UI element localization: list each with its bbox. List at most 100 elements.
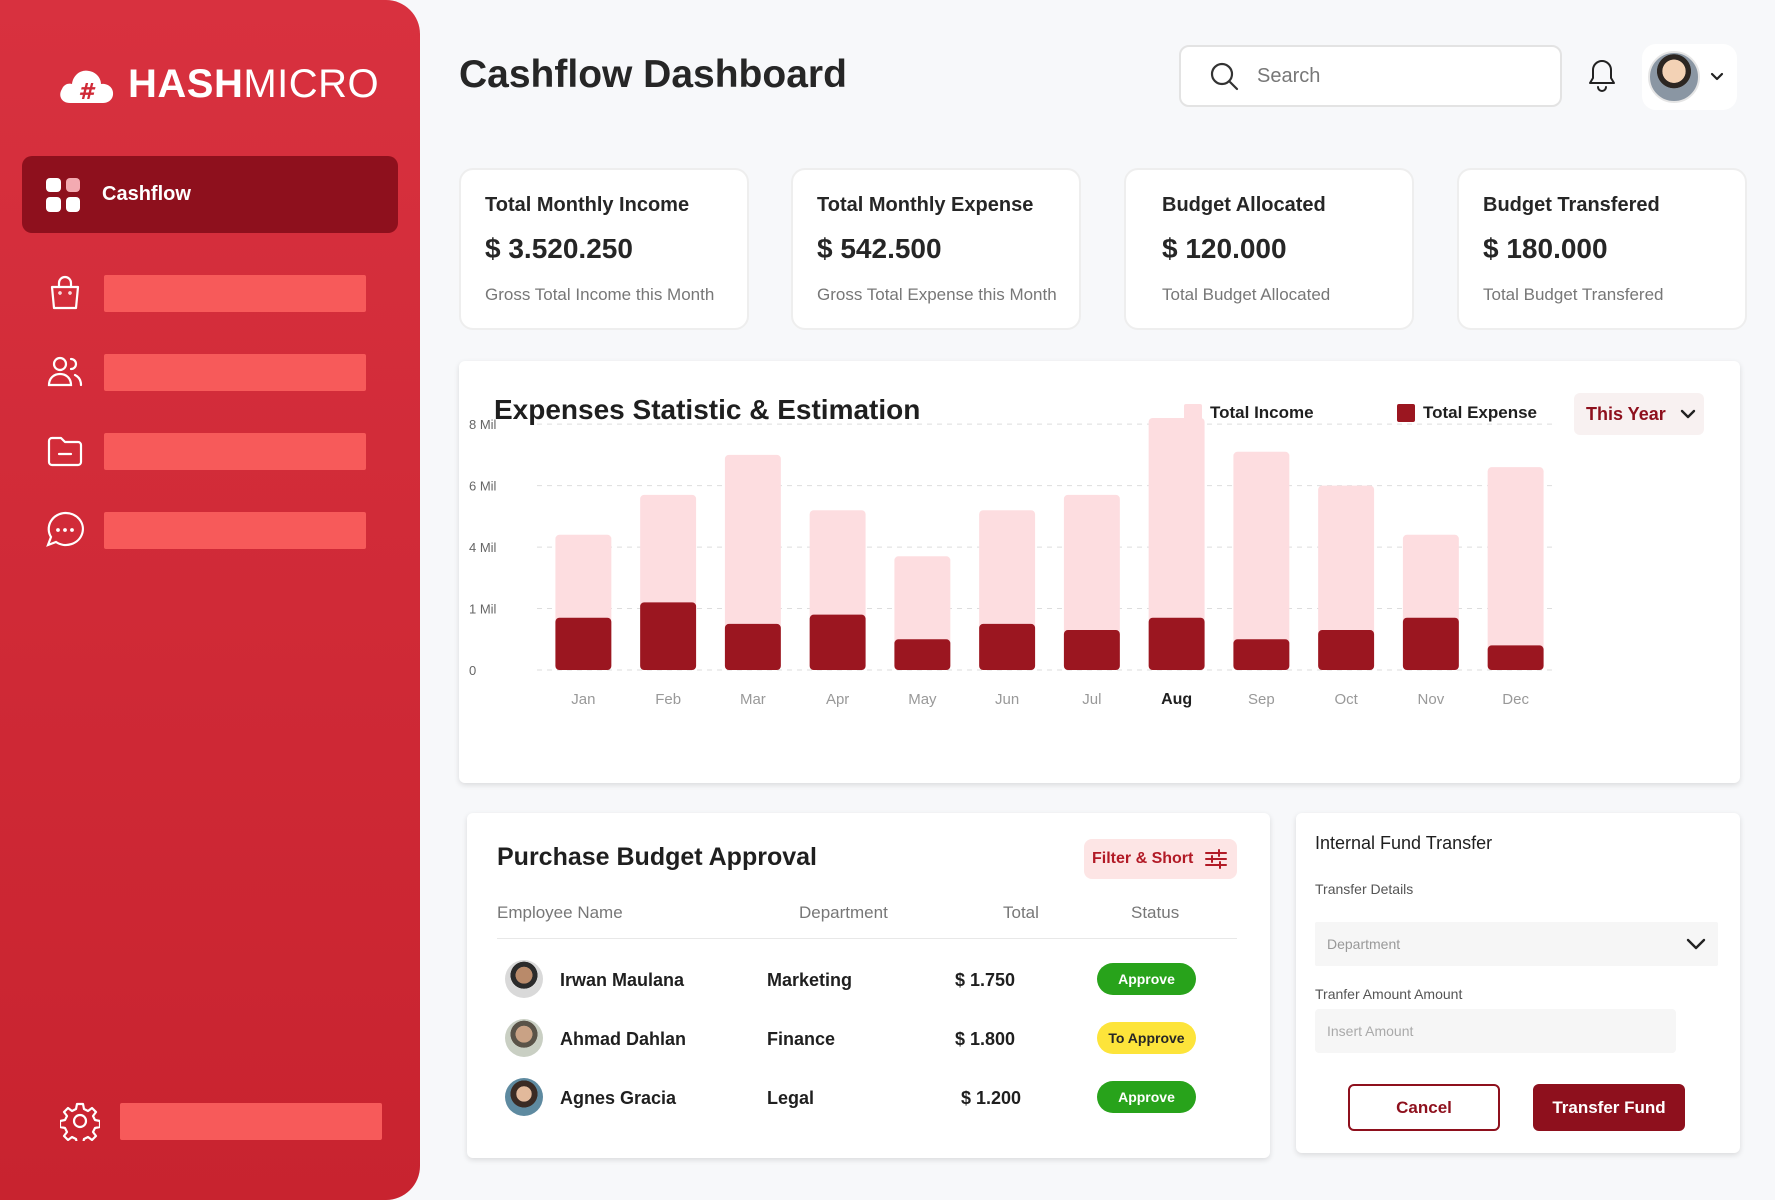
y-tick-label: 1 Mil: [469, 602, 497, 617]
employee-name: Irwan Maulana: [560, 970, 685, 990]
cancel-button[interactable]: Cancel: [1348, 1084, 1500, 1131]
income-bar: [724, 454, 781, 670]
x-tick-label: Jun: [995, 691, 1019, 708]
status-badge[interactable]: To Approve: [1097, 1022, 1196, 1054]
expense-bar: [809, 614, 866, 670]
stat-card-income: Total Monthly Income $ 3.520.250 Gross T…: [459, 168, 749, 330]
chevron-down-icon: [1686, 938, 1706, 950]
sidebar-item-placeholder-bar: [104, 353, 366, 391]
amount-input[interactable]: [1315, 1009, 1676, 1053]
department-select[interactable]: Department: [1315, 922, 1718, 966]
avatar: [505, 1019, 543, 1057]
employee-name: Agnes Gracia: [560, 1088, 677, 1108]
legend-swatch-expense: [1397, 404, 1415, 422]
gear-icon: [58, 1102, 102, 1146]
sidebar-item-placeholder-bar: [120, 1103, 382, 1140]
column-header-employee: Employee Name: [497, 903, 623, 922]
brand-logo[interactable]: # HASHMICRO: [58, 62, 379, 107]
x-tick-label: Feb: [655, 691, 681, 708]
x-tick-label: Jul: [1082, 691, 1101, 708]
expense-bar: [724, 623, 781, 670]
x-tick-label: Oct: [1334, 691, 1358, 708]
x-tick-label: Jan: [571, 691, 595, 708]
chevron-down-icon: [1680, 409, 1695, 419]
svg-text:#: #: [78, 80, 96, 105]
amount-label: Tranfer Amount Amount: [1315, 986, 1463, 1002]
sidebar-item-users[interactable]: [44, 352, 374, 392]
sidebar-item-placeholder-bar: [104, 274, 366, 312]
folder-icon: [47, 436, 83, 467]
column-header-total: Total: [1003, 903, 1039, 922]
sidebar-item-folder[interactable]: [44, 431, 374, 471]
employee-total: $ 1.800: [955, 1029, 1016, 1049]
table-row[interactable]: Ahmad Dahlan Finance $ 1.800 To Approve: [505, 1019, 1245, 1059]
transfer-fund-button[interactable]: Transfer Fund: [1533, 1084, 1685, 1131]
x-tick-label: Mar: [740, 691, 766, 708]
shopping-bag-icon: [50, 275, 80, 310]
chevron-down-icon: [1710, 72, 1724, 81]
x-tick-label: Nov: [1418, 691, 1445, 708]
dashboard-grid-icon: [46, 177, 80, 212]
notification-bell-icon[interactable]: [1586, 58, 1618, 94]
expenses-chart-card: Expenses Statistic & Estimation Total In…: [459, 361, 1740, 783]
sidebar-item-label: Cashflow: [102, 183, 191, 205]
sidebar-item-cashflow[interactable]: Cashflow: [22, 156, 398, 233]
x-tick-label: Sep: [1248, 691, 1275, 708]
section-title: Internal Fund Transfer: [1315, 833, 1493, 853]
stat-value: $ 542.500: [817, 233, 942, 264]
stat-value: $ 3.520.250: [485, 233, 633, 264]
expense-bar: [1233, 639, 1290, 670]
user-profile-menu[interactable]: [1642, 44, 1737, 110]
legend-expense: Total Expense: [1397, 403, 1537, 423]
status-badge[interactable]: Approve: [1097, 1081, 1196, 1113]
stat-value: $ 180.000: [1483, 233, 1608, 264]
employee-total: $ 1.200: [961, 1088, 1022, 1108]
section-title: Purchase Budget Approval: [497, 843, 817, 871]
y-tick-label: 0: [469, 663, 476, 678]
x-tick-label: Aug: [1161, 691, 1192, 708]
employee-department: Marketing: [767, 970, 853, 990]
legend-label: Total Income: [1210, 403, 1314, 422]
internal-fund-transfer: Internal Fund Transfer Transfer Details …: [1296, 813, 1740, 1153]
chart-title: Expenses Statistic & Estimation: [494, 394, 921, 425]
y-tick-label: 6 Mil: [469, 479, 497, 494]
expense-bar: [1063, 630, 1120, 670]
department-placeholder: Department: [1327, 936, 1401, 952]
chat-bubble-icon: [46, 511, 84, 547]
period-value: This Year: [1586, 403, 1666, 424]
stat-card-budget-transfered: Budget Transfered $ 180.000 Total Budget…: [1457, 168, 1747, 330]
stat-subtitle: Gross Total Income this Month: [485, 285, 715, 304]
income-bar: [1318, 485, 1375, 670]
sidebar-item-settings[interactable]: [58, 1101, 390, 1146]
expense-bar: [1318, 630, 1375, 670]
brand-name: HASHMICRO: [128, 62, 380, 106]
table-row[interactable]: Agnes Gracia Legal $ 1.200 Approve: [505, 1078, 1245, 1118]
expense-bar: [640, 602, 697, 670]
stat-card-expense: Total Monthly Expense $ 542.500 Gross To…: [791, 168, 1081, 330]
status-badge[interactable]: Approve: [1097, 963, 1196, 995]
y-tick-label: 8 Mil: [469, 417, 497, 432]
stat-subtitle: Gross Total Expense this Month: [817, 285, 1057, 304]
users-icon: [47, 356, 83, 387]
search-input[interactable]: [1257, 64, 1517, 88]
period-dropdown[interactable]: This Year: [1574, 393, 1704, 435]
filter-label: Filter & Short: [1092, 850, 1194, 867]
stat-title: Total Monthly Income: [485, 194, 690, 216]
stat-title: Budget Transfered: [1483, 194, 1660, 216]
sidebar-item-shop[interactable]: [44, 273, 374, 313]
column-header-department: Department: [799, 903, 888, 922]
stat-subtitle: Total Budget Allocated: [1162, 285, 1331, 304]
x-tick-label: Apr: [826, 691, 849, 708]
employee-department: Legal: [767, 1088, 815, 1108]
filter-sort-button[interactable]: Filter & Short: [1084, 839, 1237, 879]
page-title: Cashflow Dashboard: [459, 53, 847, 96]
table-row[interactable]: Irwan Maulana Marketing $ 1.750 Approve: [505, 960, 1245, 1000]
avatar: [505, 960, 543, 998]
sidebar-item-messages[interactable]: [44, 510, 374, 550]
expense-bar: [555, 617, 612, 670]
cloud-hash-icon: #: [60, 70, 114, 105]
bar-chart: 8 Mil 6 Mil 4 Mil 1 Mil 0 Jan Feb Mar Apr May Jun J…: [469, 417, 1554, 708]
search-box[interactable]: [1179, 45, 1562, 107]
x-tick-label: Dec: [1502, 691, 1529, 708]
stat-title: Budget Allocated: [1162, 194, 1326, 216]
